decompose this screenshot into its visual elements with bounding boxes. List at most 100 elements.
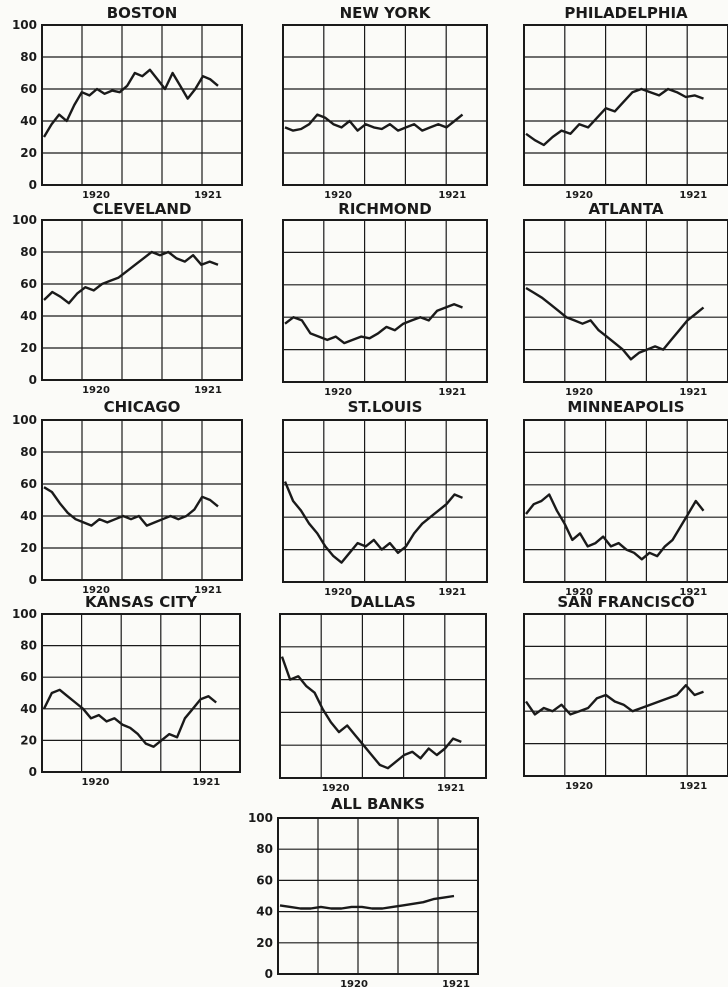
- chart-panel: ST.LOUIS 1920 1921: [282, 398, 488, 598]
- y-tick-label: 60: [20, 477, 37, 491]
- y-tick-label: 40: [20, 114, 37, 128]
- y-tick-label: 60: [20, 82, 37, 96]
- x-tick-label: 1920: [565, 190, 593, 201]
- chart-title: ALL BANKS: [331, 795, 425, 813]
- chart-panel: NEW YORK 1920 1921: [282, 4, 488, 201]
- chart-panel: KANSAS CITY 0 20 40 60 80 100 1920 1921: [12, 593, 241, 788]
- plot-frame: [41, 24, 243, 186]
- plot-frame: [523, 613, 728, 777]
- y-tick-label: 80: [20, 50, 37, 64]
- y-tick-label: 80: [20, 639, 37, 653]
- series-line: [42, 68, 219, 138]
- series-line: [525, 286, 705, 361]
- series-line: [525, 493, 705, 561]
- chart-panel: DALLAS 1920 1921: [279, 593, 487, 794]
- chart-title: RICHMOND: [338, 200, 431, 218]
- x-tick-label: 1920: [82, 385, 110, 396]
- x-tick-label: 1920: [324, 387, 352, 398]
- y-tick-label: 60: [20, 670, 37, 684]
- x-tick-label: 1921: [194, 385, 222, 396]
- x-tick-label: 1921: [438, 387, 466, 398]
- plot-frame: [282, 219, 488, 383]
- x-tick-label: 1920: [82, 190, 110, 201]
- chart-title: CLEVELAND: [93, 200, 192, 218]
- y-tick-label: 0: [265, 967, 273, 981]
- chart-title: ATLANTA: [588, 200, 663, 218]
- y-tick-label: 80: [256, 842, 273, 856]
- y-tick-label: 80: [20, 445, 37, 459]
- y-tick-label: 40: [20, 309, 37, 323]
- x-tick-label: 1921: [437, 783, 465, 794]
- y-tick-label: 0: [29, 573, 37, 587]
- chart-title: ST.LOUIS: [348, 398, 423, 416]
- chart-title: MINNEAPOLIS: [567, 398, 684, 416]
- chart-panel: ATLANTA 1920 1921: [523, 200, 728, 398]
- plot-frame: [523, 419, 728, 583]
- y-tick-label: 100: [248, 811, 273, 825]
- y-tick-label: 100: [12, 413, 37, 427]
- chart-title: PHILADELPHIA: [564, 4, 688, 22]
- series-line: [279, 894, 455, 910]
- y-tick-label: 20: [20, 541, 37, 555]
- series-line: [43, 250, 219, 305]
- x-tick-label: 1921: [438, 190, 466, 201]
- x-tick-label: 1920: [324, 587, 352, 598]
- x-tick-label: 1921: [679, 587, 707, 598]
- y-tick-label: 40: [20, 509, 37, 523]
- y-tick-label: 100: [12, 607, 37, 621]
- chart-panel: PHILADELPHIA 1920 1921: [523, 4, 728, 201]
- y-tick-label: 20: [20, 341, 37, 355]
- series-line: [525, 87, 704, 147]
- y-tick-label: 60: [20, 277, 37, 291]
- chart-title: BOSTON: [107, 4, 178, 22]
- y-tick-label: 20: [256, 936, 273, 950]
- chart-panel: BOSTON 0 20 40 60 80 100 1920 1921: [12, 4, 243, 201]
- plot-frame: [282, 419, 488, 583]
- y-tick-label: 20: [20, 733, 37, 747]
- y-tick-label: 80: [20, 245, 37, 259]
- y-tick-label: 0: [29, 178, 37, 192]
- chart-panel: RICHMOND 1920 1921: [282, 200, 488, 398]
- chart-title: DALLAS: [350, 593, 416, 611]
- x-tick-label: 1921: [438, 587, 466, 598]
- series-line: [284, 113, 464, 132]
- x-tick-label: 1921: [192, 777, 220, 788]
- x-tick-label: 1921: [442, 979, 470, 987]
- x-tick-label: 1920: [322, 783, 350, 794]
- chart-panel: CHICAGO 0 20 40 60 80 100 1920 1921: [12, 398, 243, 596]
- plot-frame: [523, 24, 728, 186]
- x-tick-label: 1920: [324, 190, 352, 201]
- x-tick-label: 1920: [82, 585, 110, 596]
- y-tick-label: 20: [20, 146, 37, 160]
- plot-frame: [41, 613, 241, 773]
- chart-title: SAN FRANCISCO: [557, 593, 694, 611]
- chart-panel: CLEVELAND 0 20 40 60 80 100 1920 1921: [12, 200, 243, 396]
- x-tick-label: 1920: [82, 777, 110, 788]
- plot-frame: [277, 817, 479, 975]
- x-tick-label: 1920: [340, 979, 368, 987]
- x-tick-label: 1921: [194, 585, 222, 596]
- plot-frame: [523, 219, 728, 383]
- x-tick-label: 1921: [194, 190, 222, 201]
- series-line: [280, 656, 462, 770]
- y-tick-label: 60: [256, 873, 273, 887]
- chart-panel: MINNEAPOLIS 1920 1921: [523, 398, 728, 598]
- x-tick-label: 1920: [565, 587, 593, 598]
- plot-frame: [41, 219, 243, 381]
- x-tick-label: 1920: [565, 781, 593, 792]
- chart-panel: SAN FRANCISCO 1920 1921: [523, 593, 728, 792]
- x-tick-label: 1920: [565, 387, 593, 398]
- plot-frame: [282, 24, 488, 186]
- plot-frame: [41, 419, 243, 581]
- series-line: [43, 486, 219, 527]
- y-tick-label: 100: [12, 213, 37, 227]
- y-tick-label: 0: [29, 765, 37, 779]
- series-line: [284, 303, 463, 345]
- series-line: [42, 688, 217, 748]
- chart-title: CHICAGO: [104, 398, 181, 416]
- y-tick-label: 0: [29, 373, 37, 387]
- x-tick-label: 1921: [679, 387, 707, 398]
- series-line: [283, 481, 463, 564]
- charts-layer: BOSTON 0 20 40 60 80 100 1920 1921 NEW YORK 1920 19…: [12, 4, 728, 987]
- chart-title: NEW YORK: [340, 4, 432, 22]
